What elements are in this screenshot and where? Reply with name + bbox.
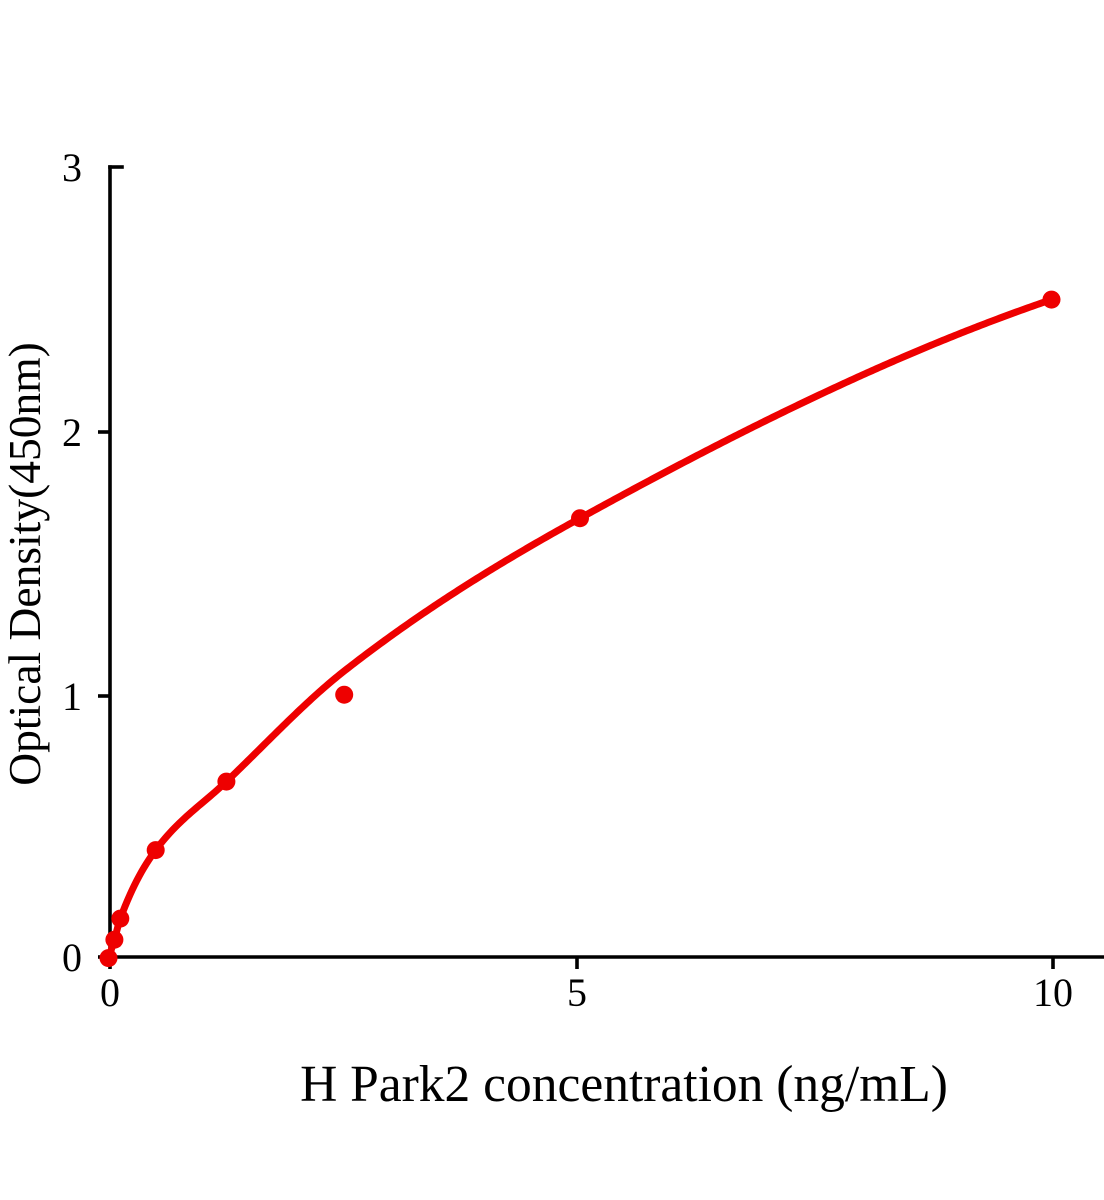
svg-text:3: 3 bbox=[62, 145, 82, 190]
svg-text:0: 0 bbox=[62, 935, 82, 980]
svg-text:1: 1 bbox=[62, 674, 82, 719]
svg-text:Optical Density(450nm): Optical Density(450nm) bbox=[0, 342, 50, 786]
svg-text:2: 2 bbox=[62, 410, 82, 455]
svg-text:0: 0 bbox=[100, 970, 120, 1015]
svg-text:H Park2 concentration (ng/mL): H Park2 concentration (ng/mL) bbox=[300, 1056, 948, 1113]
svg-text:10: 10 bbox=[1033, 970, 1073, 1015]
svg-text:5: 5 bbox=[567, 970, 587, 1015]
